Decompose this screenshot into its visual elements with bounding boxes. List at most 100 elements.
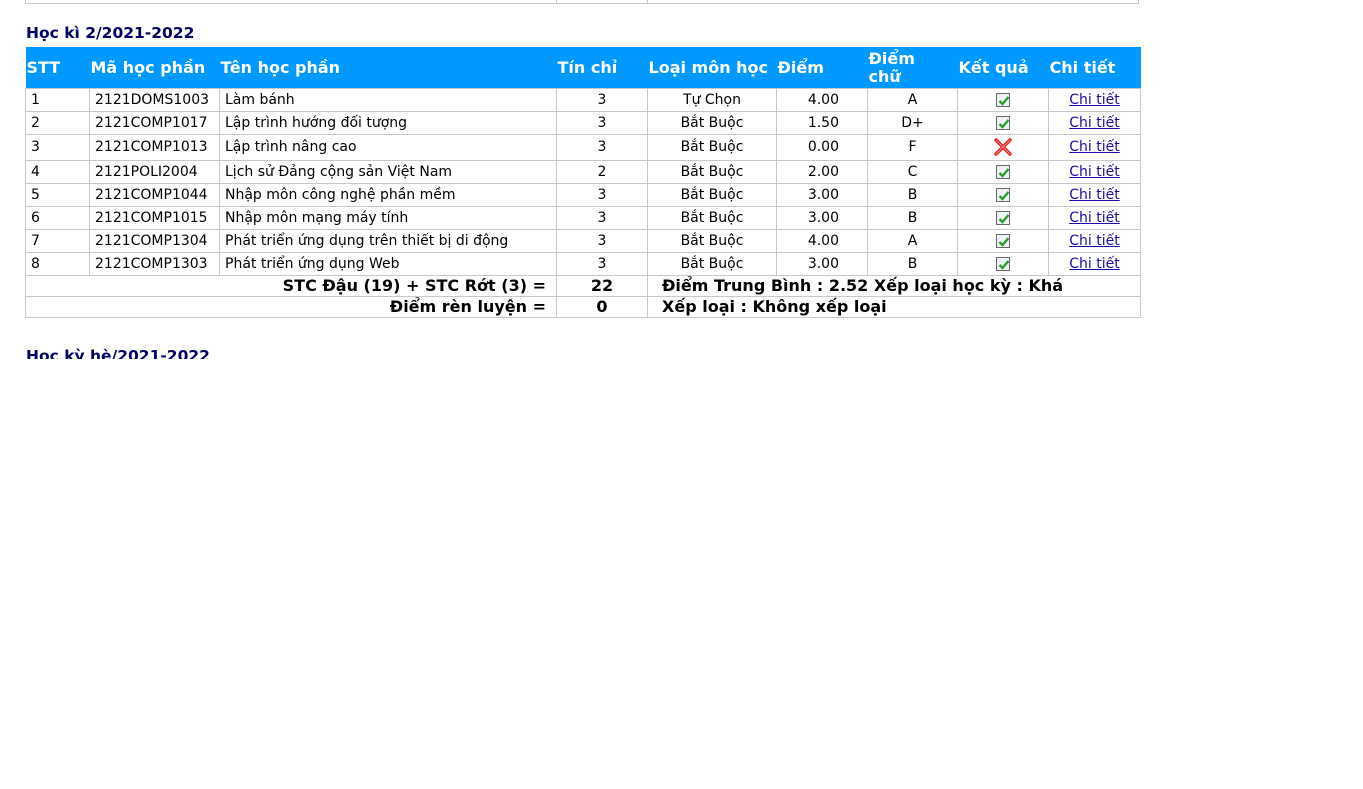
cell-course-type: Bắt Buộc [647, 111, 777, 135]
cell-score: 4.00 [776, 229, 868, 253]
table-row: 3 2121COMP1013 Lập trình nâng cao 3 Bắt Buộc… [25, 134, 1141, 161]
checkmark-icon [996, 257, 1010, 271]
cell-stt: 1 [25, 88, 90, 112]
cell-credits: 3 [556, 111, 648, 135]
cell-credits: 3 [556, 252, 648, 276]
cell-course-name: Phát triển ứng dụng Web [219, 252, 557, 276]
conduct-summary-row: Điểm rèn luyện = 0 Xếp loại : Không xếp … [25, 296, 1141, 318]
cell-score: 3.00 [776, 206, 868, 230]
cell-letter-grade: A [867, 229, 958, 253]
semester-title: Học kì 2/2021-2022 [26, 24, 195, 42]
detail-link[interactable]: Chi tiết [1069, 164, 1120, 180]
column-divider [556, 0, 557, 3]
red-x-icon [993, 137, 1013, 157]
table-row: 1 2121DOMS1003 Làm bánh 3 Tự Chọn 4.00 A Chi ti… [25, 88, 1141, 112]
header-detail: Chi tiết [1048, 47, 1141, 89]
cell-credits: 3 [556, 183, 648, 207]
detail-link[interactable]: Chi tiết [1069, 115, 1120, 131]
detail-link[interactable]: Chi tiết [1069, 210, 1120, 226]
credits-summary-row: STC Đậu (19) + STC Rớt (3) = 22 Điểm Tru… [25, 275, 1141, 297]
detail-link[interactable]: Chi tiết [1069, 187, 1120, 203]
cell-credits: 3 [556, 88, 648, 112]
checkmark-icon [996, 188, 1010, 202]
checkmark-icon [996, 165, 1010, 179]
cell-letter-grade: F [867, 134, 958, 161]
next-semester-title: Học kỳ hè/2021-2022 [26, 347, 210, 359]
grades-table: STT Mã học phần Tên học phần Tín chỉ Loạ… [25, 47, 1141, 318]
column-divider [647, 0, 648, 3]
header-result: Kết quả [957, 47, 1049, 89]
cell-course-type: Bắt Buộc [647, 160, 777, 184]
cell-detail: Chi tiết [1048, 252, 1141, 276]
cell-result [957, 206, 1049, 230]
cell-detail: Chi tiết [1048, 111, 1141, 135]
cell-letter-grade: D+ [867, 111, 958, 135]
credits-summary-label: STC Đậu (19) + STC Rớt (3) = [25, 275, 557, 297]
cell-course-type: Bắt Buộc [647, 206, 777, 230]
cell-stt: 5 [25, 183, 90, 207]
table-row: 5 2121COMP1044 Nhập môn công nghệ phần mềm… [25, 183, 1141, 207]
cell-credits: 2 [556, 160, 648, 184]
cell-course-code: 2121DOMS1003 [89, 88, 220, 112]
cell-course-code: 2121POLI2004 [89, 160, 220, 184]
header-stt: STT [25, 47, 90, 89]
cell-course-type: Bắt Buộc [647, 252, 777, 276]
cell-result [957, 134, 1049, 161]
cell-letter-grade: A [867, 88, 958, 112]
detail-link[interactable]: Chi tiết [1069, 92, 1120, 108]
header-type: Loại môn học [647, 47, 777, 89]
cell-detail: Chi tiết [1048, 183, 1141, 207]
cell-detail: Chi tiết [1048, 206, 1141, 230]
cell-stt: 3 [25, 134, 90, 161]
header-name: Tên học phần [219, 47, 557, 89]
cell-course-name: Nhập môn công nghệ phần mềm [219, 183, 557, 207]
cell-course-code: 2121COMP1017 [89, 111, 220, 135]
conduct-label: Điểm rèn luyện = [25, 296, 557, 318]
cell-result [957, 88, 1049, 112]
cell-detail: Chi tiết [1048, 134, 1141, 161]
header-code: Mã học phần [89, 47, 220, 89]
checkmark-icon [996, 234, 1010, 248]
table-row: 7 2121COMP1304 Phát triển ứng dụng trên th… [25, 229, 1141, 253]
conduct-classification: Xếp loại : Không xếp loại [647, 296, 1141, 318]
cell-result [957, 160, 1049, 184]
table-header-row: STT Mã học phần Tên học phần Tín chỉ Loạ… [25, 47, 1141, 89]
cell-course-type: Bắt Buộc [647, 229, 777, 253]
header-credits: Tín chỉ [556, 47, 648, 89]
gpa-summary: Điểm Trung Bình : 2.52 Xếp loại học kỳ :… [647, 275, 1141, 297]
cell-course-name: Lập trình nâng cao [219, 134, 557, 161]
table-row: 8 2121COMP1303 Phát triển ứng dụng Web 3 Bắt… [25, 252, 1141, 276]
cell-score: 4.00 [776, 88, 868, 112]
cell-credits: 3 [556, 206, 648, 230]
header-score: Điểm [776, 47, 868, 89]
cell-score: 3.00 [776, 183, 868, 207]
cell-course-code: 2121COMP1013 [89, 134, 220, 161]
header-letter: Điểm chữ [867, 47, 958, 89]
cell-letter-grade: C [867, 160, 958, 184]
cell-course-code: 2121COMP1303 [89, 252, 220, 276]
cell-course-name: Phát triển ứng dụng trên thiết bị di độn… [219, 229, 557, 253]
header-letter-line1: Điểm [868, 48, 915, 68]
table-row: 6 2121COMP1015 Nhập môn mạng máy tính 3 Bắt … [25, 206, 1141, 230]
table-row: 2 2121COMP1017 Lập trình hướng đối tượng 3 B… [25, 111, 1141, 135]
detail-link[interactable]: Chi tiết [1069, 256, 1120, 272]
credits-summary-value: 22 [556, 275, 648, 297]
cell-course-name: Nhập môn mạng máy tính [219, 206, 557, 230]
cell-letter-grade: B [867, 183, 958, 207]
cell-course-name: Làm bánh [219, 88, 557, 112]
cell-course-name: Lịch sử Đảng cộng sản Việt Nam [219, 160, 557, 184]
cell-stt: 4 [25, 160, 90, 184]
previous-semester-table-edge [25, 0, 1139, 4]
cell-score: 2.00 [776, 160, 868, 184]
cell-detail: Chi tiết [1048, 88, 1141, 112]
detail-link[interactable]: Chi tiết [1069, 233, 1120, 249]
cell-result [957, 183, 1049, 207]
cell-detail: Chi tiết [1048, 229, 1141, 253]
cell-score: 3.00 [776, 252, 868, 276]
cell-letter-grade: B [867, 252, 958, 276]
detail-link[interactable]: Chi tiết [1069, 139, 1120, 155]
checkmark-icon [996, 211, 1010, 225]
cell-course-code: 2121COMP1044 [89, 183, 220, 207]
table-row: 4 2121POLI2004 Lịch sử Đảng cộng sản Việt … [25, 160, 1141, 184]
cell-result [957, 252, 1049, 276]
